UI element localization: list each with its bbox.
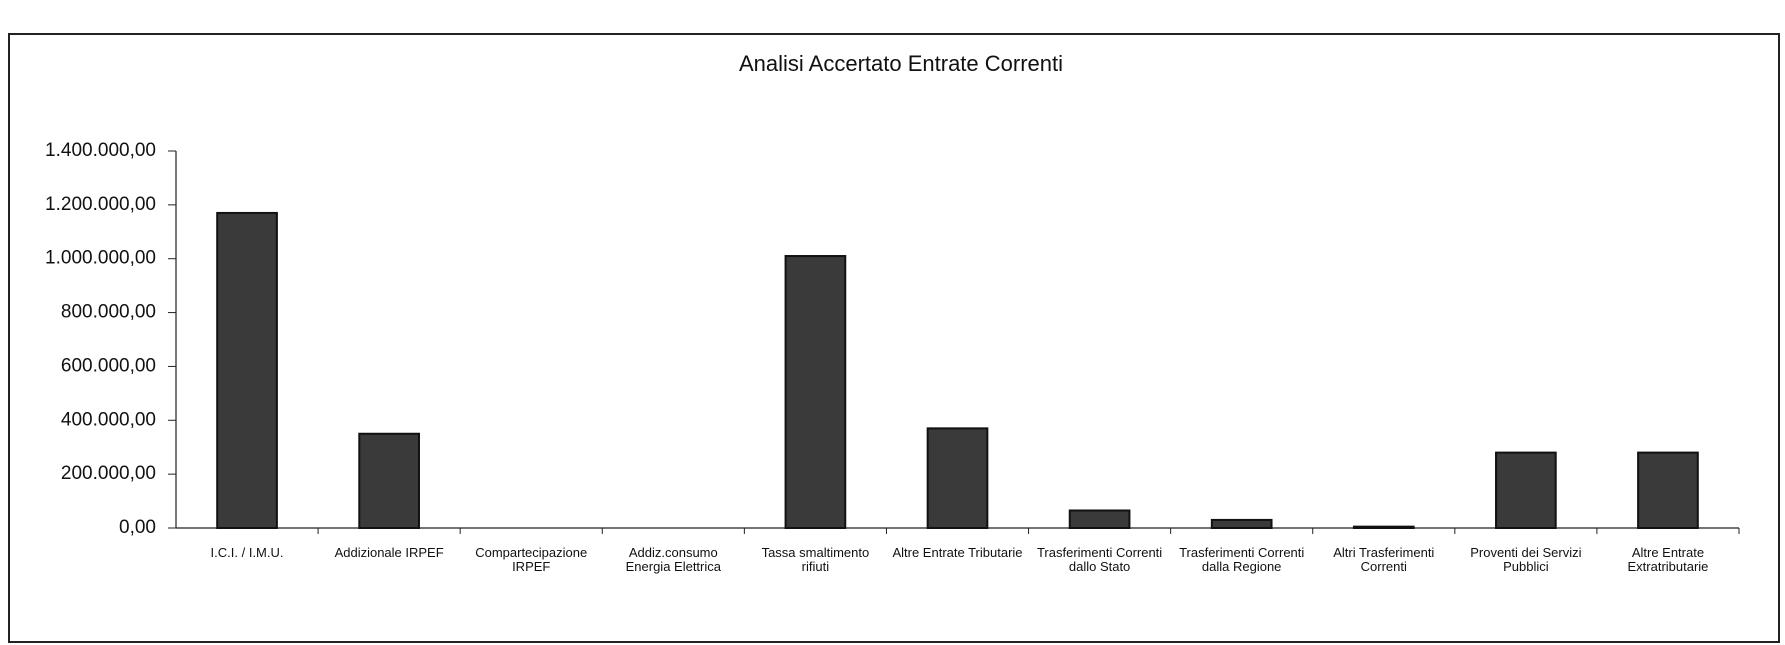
y-tick-label: 600.000,00: [61, 355, 156, 376]
x-tick-label: Altre Entrate Extratributarie: [1627, 545, 1709, 574]
chart-frame: [8, 33, 1780, 643]
bar: [1352, 525, 1415, 529]
x-tick-label: Compartecipazione IRPEF: [475, 545, 588, 574]
y-tick-label: 1.400.000,00: [45, 140, 156, 161]
x-tick-label: Trasferimenti Correnti dalla Regione: [1179, 545, 1305, 574]
x-tick-label: Tassa smaltimento rifiuti: [761, 545, 870, 574]
y-tick-label: 400.000,00: [61, 409, 156, 430]
y-tick-label: 1.000.000,00: [45, 248, 156, 269]
x-tick-label: Addizionale IRPEF: [334, 545, 444, 560]
x-tick-label: Proventi dei Servizi Pubblici: [1470, 545, 1582, 574]
x-tick-label: Addiz.consumo Energia Elettrica: [625, 545, 721, 574]
y-tick-label: 800.000,00: [61, 302, 156, 323]
bar: [358, 432, 420, 529]
x-tick-label: Trasferimenti Correnti dallo Stato: [1036, 545, 1163, 574]
y-tick-label: 0,00: [119, 517, 156, 538]
bar: [784, 255, 847, 529]
y-tick-label: 1.200.000,00: [45, 194, 156, 215]
bar: [1068, 509, 1131, 529]
chart-title: Analisi Accertato Entrate Correnti: [739, 51, 1063, 76]
bar: [1495, 451, 1557, 530]
x-tick-label: Altre Entrate Tributarie: [892, 545, 1023, 560]
bar: [926, 427, 989, 529]
bar: [216, 211, 278, 530]
x-tick-label: I.C.I. / I.M.U.: [210, 545, 284, 560]
bar: [1637, 451, 1699, 530]
x-tick-label: Altri Trasferimenti Correnti: [1333, 545, 1435, 574]
bar: [1210, 518, 1273, 530]
y-tick-label: 200.000,00: [61, 463, 156, 484]
